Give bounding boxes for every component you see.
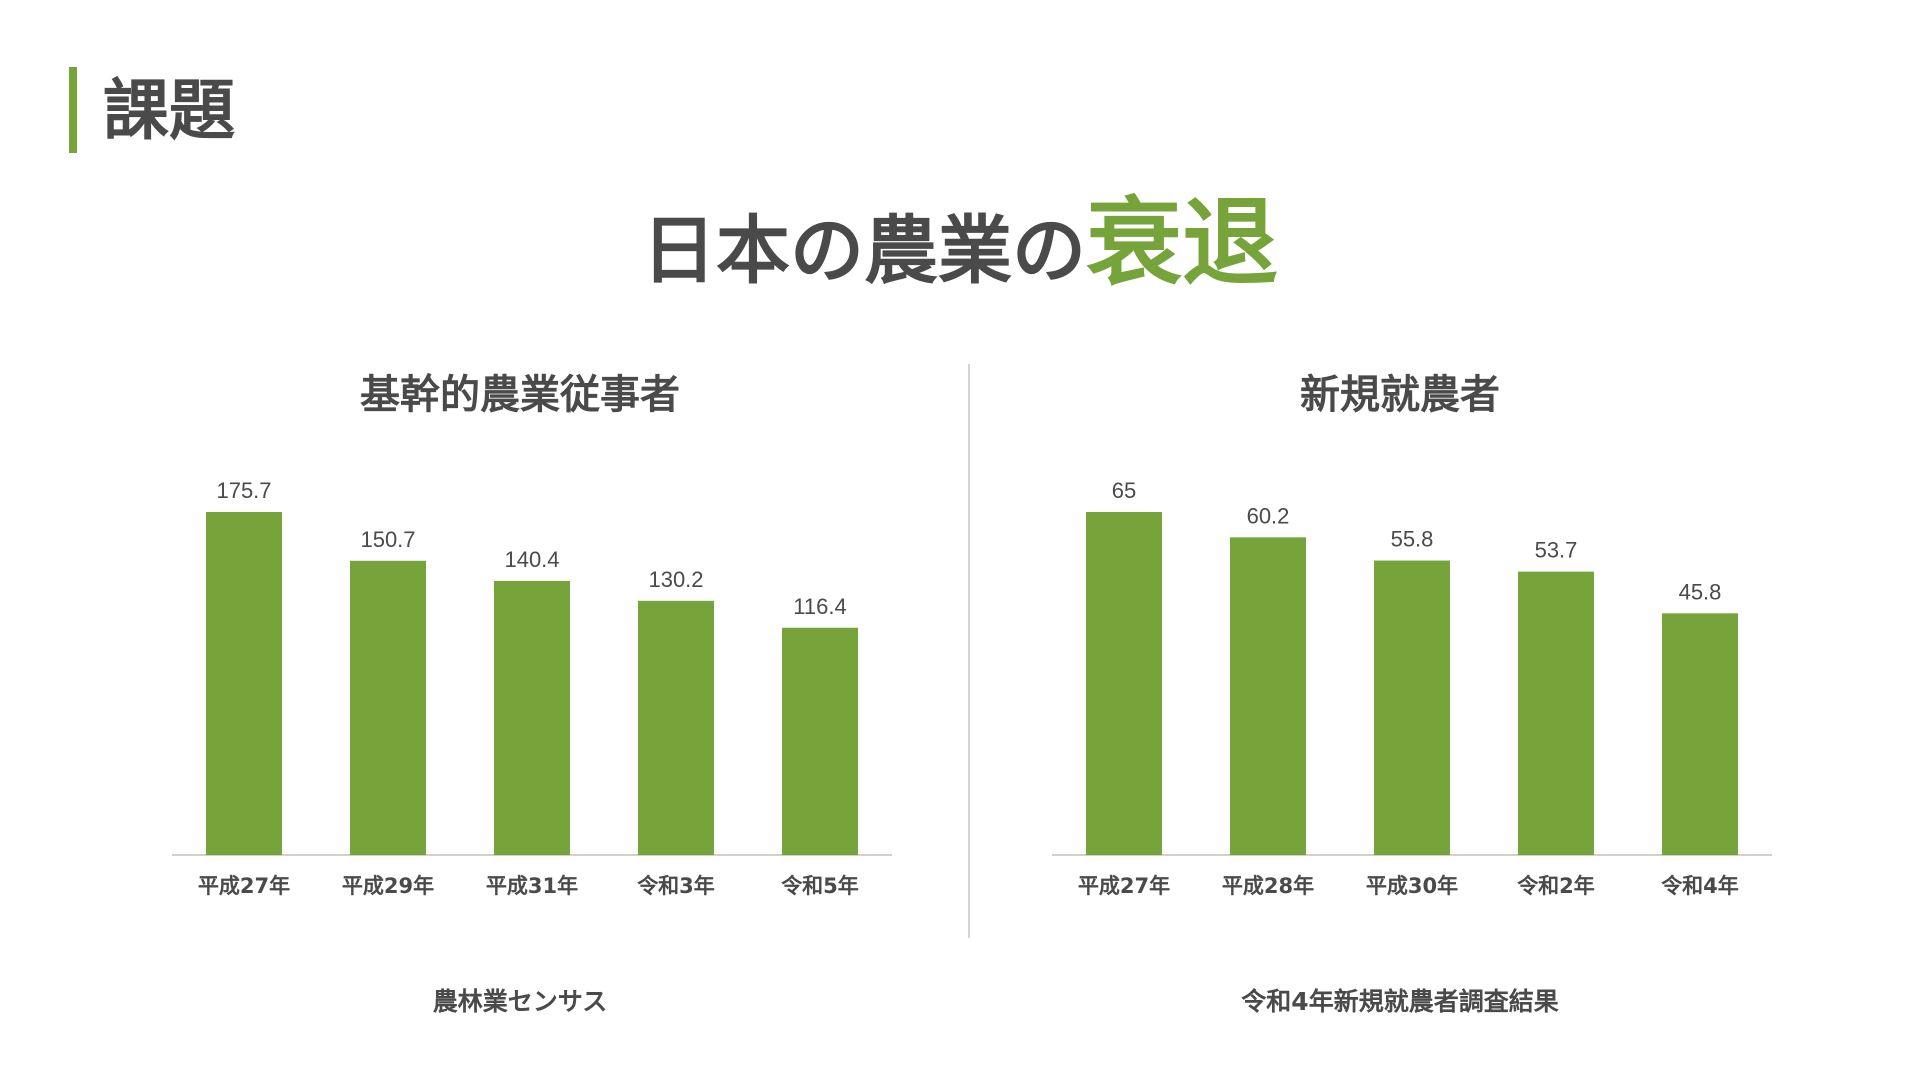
bar	[1086, 512, 1162, 855]
x-tick-label: 平成29年	[342, 874, 434, 898]
data-label: 116.4	[793, 594, 846, 619]
x-tick-label: 平成27年	[198, 874, 290, 898]
bar	[1230, 537, 1306, 855]
data-label: 140.4	[504, 547, 559, 572]
chart-panel-core-farmers: 基幹的農業従事者 175.7 平成27年 150.7 平成29年 140.4 平成31年 1…	[130, 360, 910, 1040]
chart-source: 農林業センサス	[432, 987, 608, 1016]
chart-title: 新規就農者	[1300, 372, 1500, 418]
headline: 日本の農業の衰退	[0, 165, 1920, 304]
bar	[1374, 560, 1450, 855]
bar	[638, 600, 714, 855]
bar	[782, 627, 858, 855]
headline-accent: 衰退	[1086, 187, 1278, 299]
bar	[1518, 571, 1594, 855]
chart-panel-new-farmers: 新規就農者 65 平成27年 60.2 平成28年 55.8 平成30年 53.7 令和2年 4…	[1010, 360, 1790, 1040]
bar	[350, 560, 426, 855]
data-label: 150.7	[360, 527, 415, 552]
chart-source: 令和4年新規就農者調査結果	[1241, 987, 1559, 1016]
data-label: 130.2	[648, 567, 703, 592]
x-tick-label: 平成27年	[1078, 874, 1170, 898]
x-tick-label: 令和5年	[781, 874, 859, 898]
x-tick-label: 令和2年	[1517, 874, 1595, 898]
bar-chart-core-farmers: 175.7 平成27年 150.7 平成29年 140.4 平成31年 130.2 令和3年 1…	[172, 478, 892, 898]
x-tick-label: 令和3年	[637, 874, 715, 898]
data-label: 45.8	[1679, 579, 1722, 604]
bar	[206, 512, 282, 855]
x-tick-label: 平成30年	[1366, 874, 1458, 898]
headline-main: 日本の農業の	[642, 208, 1086, 294]
x-tick-label: 令和4年	[1661, 874, 1739, 898]
data-label: 53.7	[1535, 538, 1578, 563]
chart-title: 基幹的農業従事者	[360, 372, 680, 418]
bar-chart-new-farmers: 65 平成27年 60.2 平成28年 55.8 平成30年 53.7 令和2年 45.8 令和4…	[1052, 478, 1772, 898]
data-label: 60.2	[1247, 503, 1290, 528]
bar	[494, 580, 570, 855]
section-accent-bar	[69, 67, 77, 153]
panel-divider	[968, 364, 970, 938]
data-label: 65	[1112, 478, 1136, 503]
data-label: 55.8	[1391, 527, 1434, 552]
x-tick-label: 平成28年	[1222, 874, 1314, 898]
section-title: 課題	[103, 72, 235, 149]
x-tick-label: 平成31年	[486, 874, 578, 898]
bar	[1662, 613, 1738, 855]
data-label: 175.7	[216, 478, 271, 503]
